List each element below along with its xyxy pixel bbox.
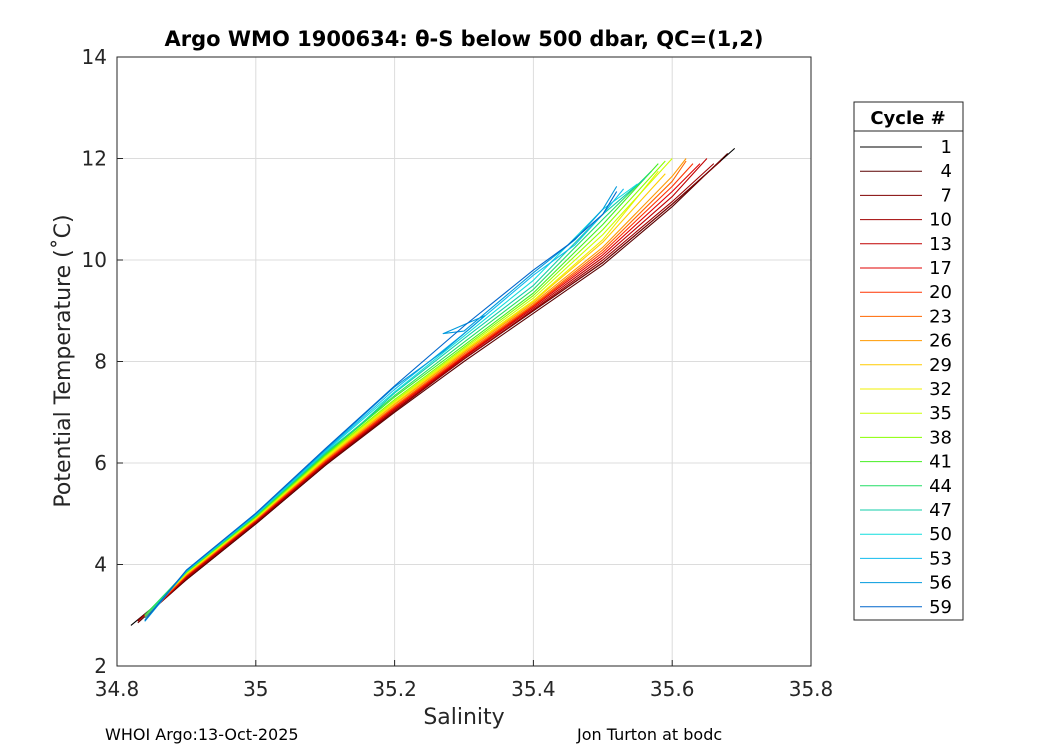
legend-entry-label: 32 bbox=[929, 379, 952, 400]
legend-title: Cycle # bbox=[870, 108, 945, 129]
y-tick-label: 4 bbox=[94, 553, 107, 577]
y-tick-label: 14 bbox=[82, 45, 107, 69]
plot-frame bbox=[116, 56, 812, 667]
legend-entry-label: 50 bbox=[929, 524, 952, 545]
x-tick-label: 35 bbox=[243, 677, 268, 701]
y-tick-label: 8 bbox=[94, 350, 107, 374]
y-tick-label: 6 bbox=[94, 451, 107, 475]
x-tick-label: 35.8 bbox=[789, 677, 834, 701]
legend-entry-label: 10 bbox=[929, 210, 952, 231]
legend-entry-label: 13 bbox=[929, 234, 952, 255]
footer-author: Jon Turton at bodc bbox=[577, 725, 723, 744]
chart-title: Argo WMO 1900634: θ-S below 500 dbar, QC… bbox=[165, 27, 764, 51]
legend-entry-label: 7 bbox=[941, 185, 952, 206]
y-tick-label: 2 bbox=[94, 654, 107, 678]
legend-entry-label: 35 bbox=[929, 403, 952, 424]
legend-entry-label: 44 bbox=[929, 476, 952, 497]
legend: Cycle # 14710131720232629323538414447505… bbox=[853, 101, 964, 621]
series-line-cycle-7 bbox=[137, 160, 722, 621]
x-tick-label: 35.6 bbox=[650, 677, 695, 701]
series-line-cycle-13 bbox=[144, 158, 708, 619]
legend-entry-label: 47 bbox=[929, 500, 952, 521]
y-tick-label: 12 bbox=[82, 147, 107, 171]
legend-entry-label: 29 bbox=[929, 355, 952, 376]
series-line-cycle-4 bbox=[137, 153, 729, 624]
x-tick-label: 35.2 bbox=[372, 677, 417, 701]
legend-entry-label: 17 bbox=[929, 258, 952, 279]
y-tick-labels: 2 4 6 8 10 12 14 bbox=[82, 45, 107, 678]
series-line-cycle-23 bbox=[144, 160, 687, 617]
legend-entry-label: 23 bbox=[929, 306, 952, 327]
legend-entry-label: 26 bbox=[929, 331, 952, 352]
series-layer bbox=[130, 147, 736, 626]
legend-entry-label: 38 bbox=[929, 427, 952, 448]
series-line-cycle-59 bbox=[144, 191, 618, 621]
legend-entry-label: 1 bbox=[941, 137, 952, 158]
x-tick-label: 35.4 bbox=[511, 677, 556, 701]
x-tick-label: 34.8 bbox=[95, 677, 140, 701]
y-axis-label: Potential Temperature (˚C) bbox=[51, 214, 76, 507]
x-axis-label: Salinity bbox=[423, 705, 504, 730]
series-line-cycle-10 bbox=[137, 163, 715, 622]
footer-source: WHOI Argo:13-Oct-2025 bbox=[105, 725, 299, 744]
y-tick-label: 10 bbox=[82, 248, 107, 272]
legend-entry-label: 41 bbox=[929, 452, 952, 473]
legend-entry-label: 4 bbox=[941, 161, 952, 182]
legend-entry-label: 53 bbox=[929, 548, 952, 569]
legend-box bbox=[853, 101, 964, 621]
x-tick-labels: 34.8 35 35.2 35.4 35.6 35.8 bbox=[95, 677, 834, 701]
series-line-cycle-1 bbox=[130, 147, 736, 626]
legend-entry-label: 20 bbox=[929, 282, 952, 303]
legend-entry-label: 56 bbox=[929, 573, 952, 594]
legend-entry-label: 59 bbox=[929, 597, 952, 618]
grid-lines bbox=[116, 56, 812, 667]
